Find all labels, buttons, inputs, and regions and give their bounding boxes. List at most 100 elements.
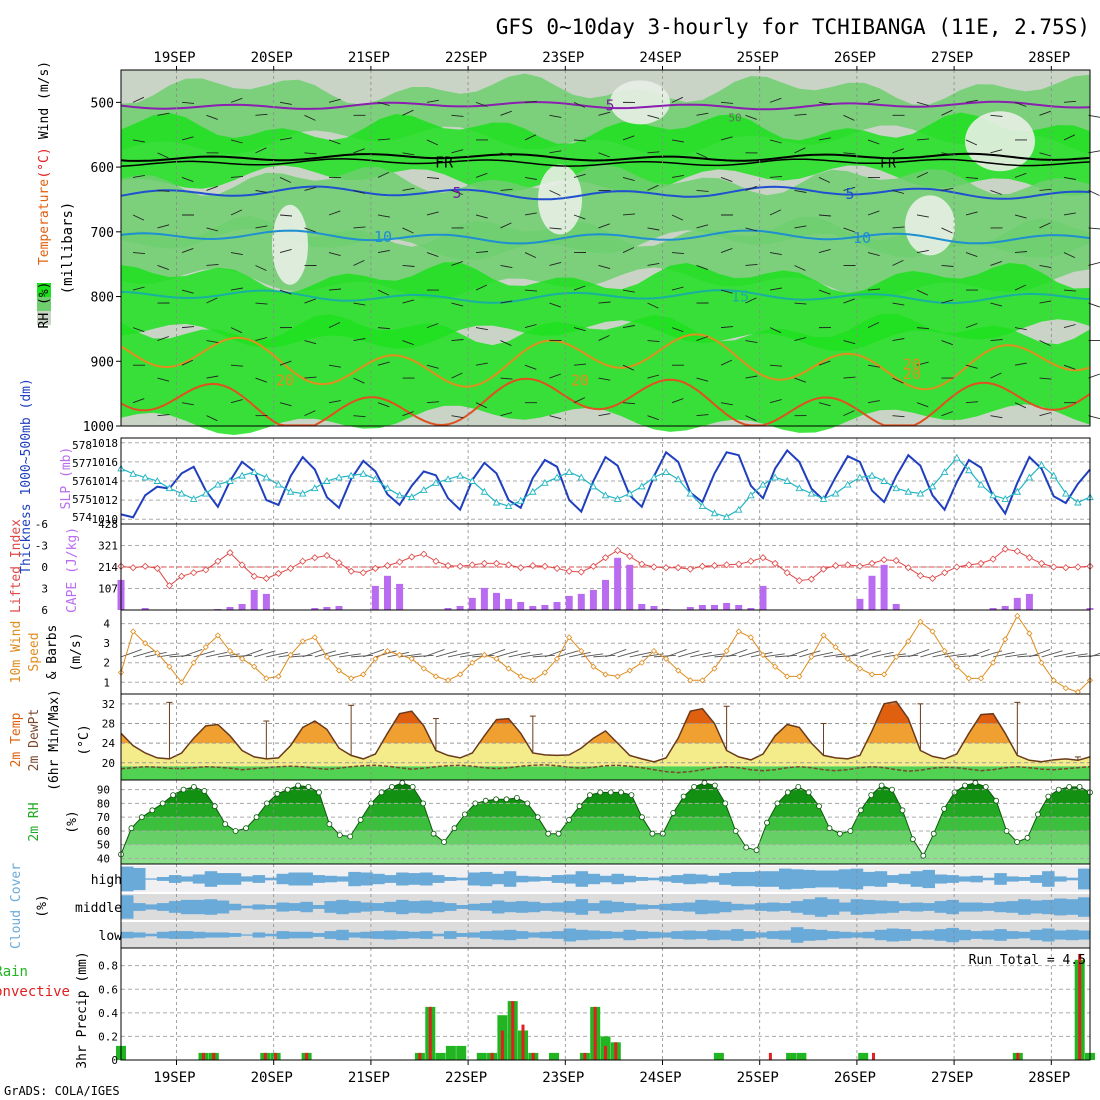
cloud-bar [360,902,373,912]
wind-barb [818,177,831,183]
thickness-marker [250,468,258,475]
wind-barb [328,400,341,404]
wind-barb [255,147,267,154]
wind-barb [916,214,929,218]
wind-barb [279,289,292,295]
wind-barb [671,214,684,221]
wind-barb [1017,654,1040,658]
thickness-marker [710,509,719,517]
wind-barb [255,189,268,193]
rh-fill-band [121,830,1090,845]
wind-barb [1053,651,1076,658]
wind-speed-marker [1014,612,1021,619]
cloud-bar [575,871,589,887]
wind-barb [1039,152,1052,157]
wind-barb [794,113,807,116]
cloud-bar [121,866,134,892]
rh-marker [774,800,781,807]
wind-barb [818,402,831,407]
wind-barb [1039,265,1052,269]
wind-speed-marker [348,675,355,682]
precip-total-bar [456,1045,467,1060]
precip-convective-bar [212,1052,216,1060]
y-tick-label: -3 [35,540,48,553]
wind-speed-marker [142,640,149,647]
cloud-bar [814,870,828,888]
wind-speed-marker [529,677,536,684]
lifted-index-marker [601,554,610,562]
thickness-marker [432,478,440,486]
y-tick-label: 0 [41,561,48,574]
wind-barb [696,265,708,271]
wind-barb [892,259,904,266]
rh-legend-swatch [37,283,51,297]
cloud-bar [563,928,577,942]
y-tick-label: 3 [103,637,110,650]
wind-barb [475,402,488,409]
rh-marker [461,811,468,818]
rh-marker [201,788,208,794]
wind-speed-marker [420,665,427,672]
wind-barb [363,648,385,658]
wind-barb [867,288,881,291]
lifted-index-marker [614,546,622,555]
lifted-index-marker [759,554,767,562]
y-tick-label: 1014 [92,475,119,488]
wind-barb [524,134,537,141]
wind-speed-marker [626,667,633,674]
rh-axis-label: 2m RH [27,802,42,841]
wind-barb [304,152,317,155]
rh-marker [128,825,135,832]
wind-barb [475,362,488,366]
cloud-bar [408,931,421,939]
wind-barb [965,364,978,369]
lifted-index-marker [190,569,198,577]
wind-barb [266,651,288,658]
thickness-marker [722,512,731,520]
wind-barb [206,375,219,379]
wind-barb [622,213,636,216]
lifted-index-marker [807,575,815,583]
wind-barb [990,415,1003,419]
cloud-bar [731,929,744,941]
wind-barb [326,651,349,658]
wind-speed-marker [275,673,282,680]
thickness-marker [468,477,477,484]
isotherm-label: 20 [571,372,589,390]
lifted-index-marker [274,569,283,578]
wind-barb [549,261,562,266]
wind-barb [696,414,709,417]
wind-barb [769,97,782,103]
lifted-index-marker [626,552,634,560]
cloud-bar [276,902,289,912]
thickness-marker [783,477,791,484]
wind-barb [916,327,930,330]
wind-barb [451,339,464,342]
wind-barb [647,340,660,343]
lifted-index-marker [129,564,137,572]
cape-bar [262,593,270,610]
cloud-bar [348,871,361,887]
lifted-index-marker [953,563,961,571]
wind-barb [524,177,537,180]
wind-speed-marker [711,665,718,672]
wind-speed-marker [977,675,985,682]
wind-barb [720,177,733,183]
cloud-bar [324,901,337,913]
cloud-bar [755,932,768,938]
cloud-bar [886,875,900,883]
y-tick-label: 28 [102,717,115,730]
wind-speed-marker [832,644,839,651]
cloud-bar [240,934,254,936]
wind-barb [745,263,758,266]
cloud-bar [180,899,194,915]
thickness-marker [529,487,537,495]
cloud-bar [444,903,457,911]
wind-speed-marker [868,671,876,678]
y-tick-label: 1000 [83,420,114,435]
cloud-bar [192,899,206,915]
wind-barb [435,650,458,658]
wind-barb [375,650,397,658]
y-tick-label: 4 [103,618,110,631]
cloud-bar [647,877,660,881]
